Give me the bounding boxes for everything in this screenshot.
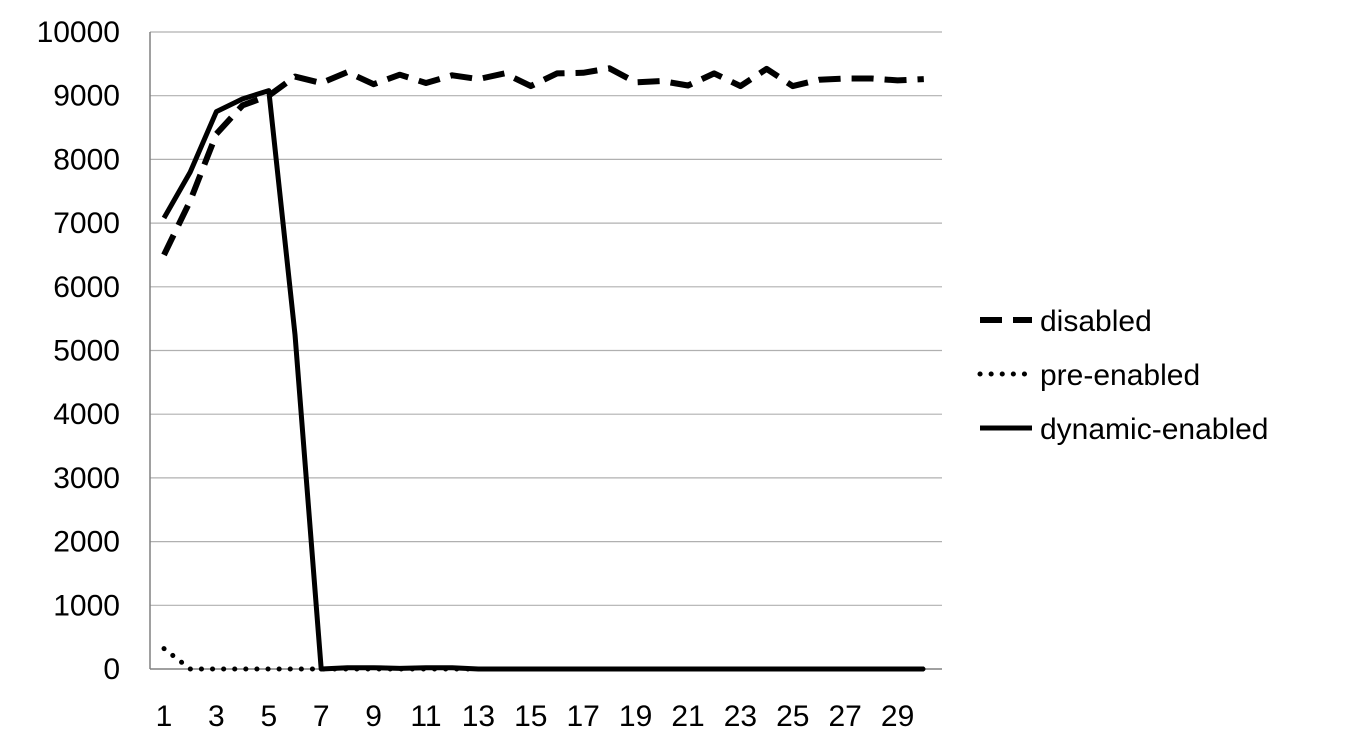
y-tick-label: 1000 (53, 589, 120, 622)
legend: disabled pre-enabled dynamic-enabled (977, 305, 1268, 446)
series-line-dynamic-enabled (161, 88, 924, 672)
x-tick-label: 11 (410, 700, 441, 733)
y-tick-label: 10000 (37, 16, 120, 49)
y-tick-label: 7000 (53, 207, 120, 240)
y-tick-label: 8000 (53, 143, 120, 176)
x-tick-label: 13 (462, 700, 495, 733)
y-tick-label: 3000 (53, 462, 120, 495)
y-axis-ticks: 0 1000 2000 3000 4000 5000 6000 7000 8000 9000 100… (37, 16, 120, 686)
x-tick-label: 27 (829, 700, 862, 733)
x-axis-ticks: 1 3 5 7 9 11 13 15 17 19 21 23 25 27 29 (156, 700, 915, 733)
y-tick-label: 9000 (53, 80, 120, 113)
x-tick-label: 5 (260, 700, 277, 733)
legend-label-disabled: disabled (1040, 305, 1152, 338)
x-tick-label: 7 (313, 700, 330, 733)
x-tick-label: 3 (208, 700, 225, 733)
y-tick-label: 2000 (53, 526, 120, 559)
x-tick-label: 19 (619, 700, 652, 733)
gridlines (150, 31, 942, 606)
series-line-pre-enabled (161, 646, 927, 672)
y-tick-label: 6000 (53, 271, 120, 304)
x-tick-label: 29 (881, 700, 914, 733)
series-lines (161, 65, 927, 672)
y-tick-label: 5000 (53, 335, 120, 368)
x-tick-label: 17 (567, 700, 600, 733)
series-line-disabled (161, 65, 924, 257)
x-tick-label: 23 (724, 700, 757, 733)
x-tick-label: 9 (365, 700, 382, 733)
legend-label-pre-enabled: pre-enabled (1040, 359, 1200, 392)
x-tick-label: 1 (156, 700, 173, 733)
x-tick-label: 21 (671, 700, 704, 733)
x-tick-label: 25 (776, 700, 809, 733)
y-tick-label: 4000 (53, 398, 120, 431)
x-tick-label: 15 (514, 700, 547, 733)
legend-label-dynamic-enabled: dynamic-enabled (1040, 413, 1268, 446)
y-tick-label: 0 (103, 653, 120, 686)
